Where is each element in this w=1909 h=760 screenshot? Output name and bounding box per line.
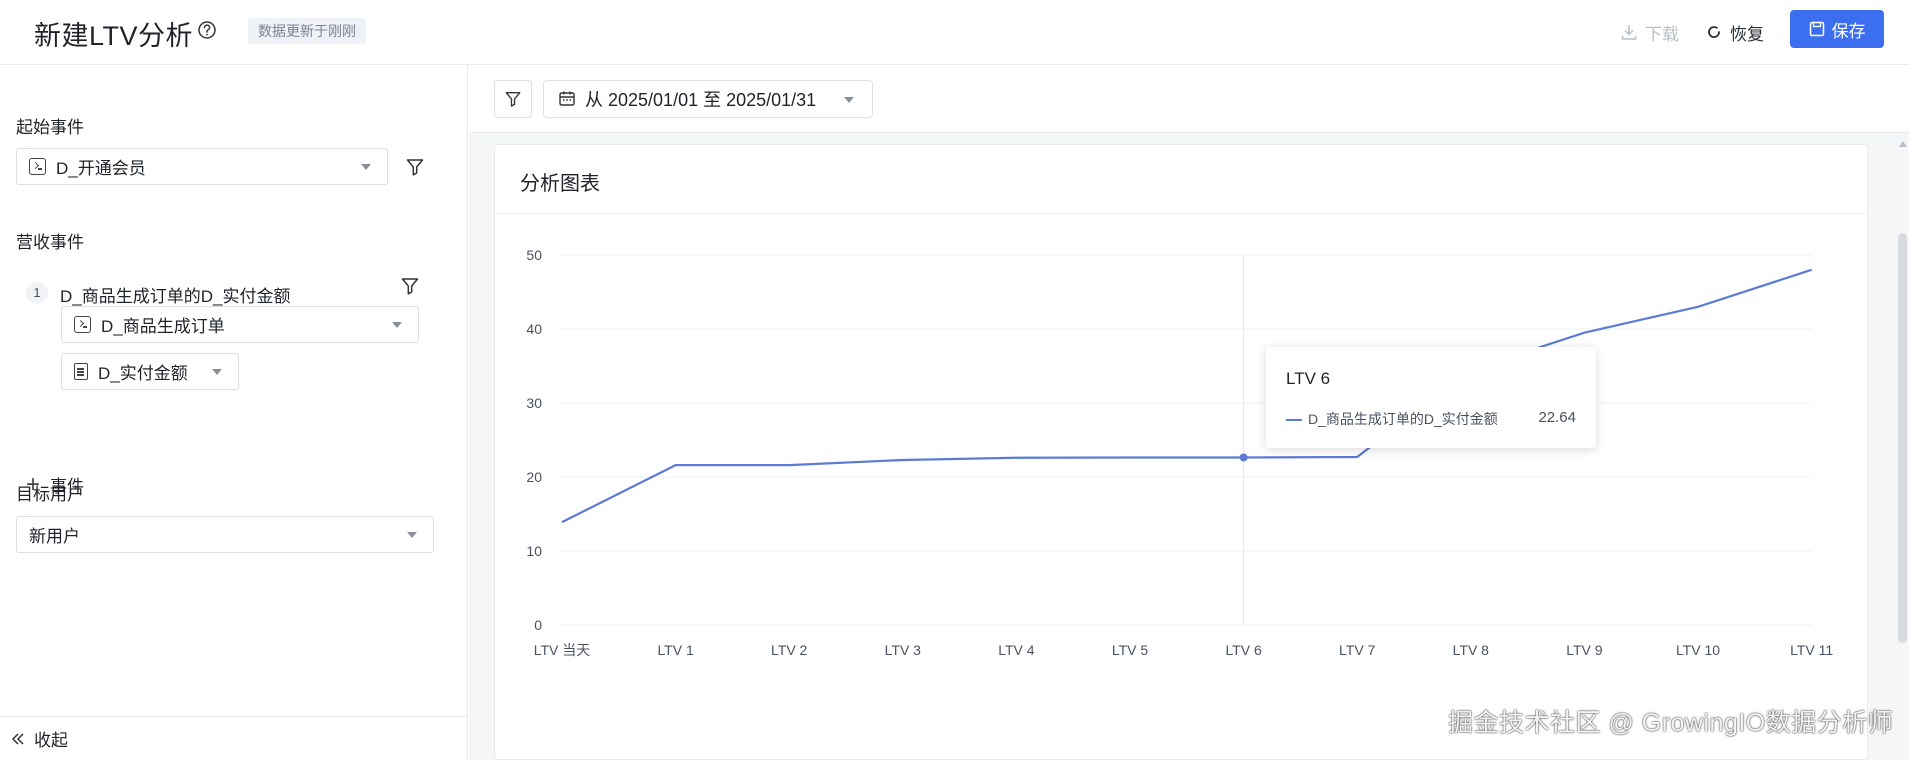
scroll-up-arrow[interactable]	[1899, 141, 1907, 147]
y-tick-label: 30	[526, 395, 542, 411]
revenue-metric-filter-icon[interactable]	[400, 276, 420, 296]
x-tick-label: LTV 1	[657, 642, 694, 658]
calendar-icon	[559, 91, 575, 106]
y-tick-label: 10	[526, 543, 542, 559]
x-tick-label: LTV 2	[771, 642, 808, 658]
help-icon[interactable]	[197, 20, 217, 40]
chart-tooltip: LTV 6 D_商品生成订单的D_实付金额 22.64	[1266, 347, 1596, 448]
save-icon	[1809, 21, 1824, 37]
metric-index-badge: 1	[26, 282, 48, 304]
chevron-down-icon	[844, 97, 854, 103]
data-point	[1239, 453, 1248, 462]
chevron-down-icon	[392, 322, 402, 328]
scroll-thumb[interactable]	[1898, 233, 1907, 643]
add-event-button[interactable]: + 事件	[26, 472, 84, 497]
revenue-event-label: 营收事件	[16, 233, 84, 252]
revenue-metric-name: D_商品生成订单的D_实付金额	[60, 287, 291, 306]
tooltip-title: LTV 6	[1286, 369, 1331, 388]
download-button[interactable]: 下载	[1620, 17, 1679, 47]
tooltip-value: 22.64	[1538, 409, 1576, 426]
x-tick-label: LTV 9	[1566, 642, 1603, 658]
restore-button[interactable]: 恢复	[1706, 17, 1764, 47]
chevron-down-icon	[212, 369, 222, 375]
global-filter-button[interactable]	[494, 80, 532, 118]
collapse-label: 收起	[34, 731, 68, 750]
revenue-property-select[interactable]: D_实付金额	[61, 353, 239, 390]
refresh-icon	[1708, 26, 1720, 38]
x-tick-label: LTV 当天	[534, 642, 591, 658]
download-label: 下载	[1645, 24, 1679, 44]
top-bar: 新建LTV分析 数据更新于刚刚 下载 恢复 保存	[0, 0, 1909, 65]
add-event-label: 事件	[50, 477, 85, 496]
x-tick-label: LTV 5	[1112, 642, 1149, 658]
target-user-label: 目标用户	[16, 485, 84, 504]
config-sidebar: 起始事件 D_开通会员 营收事件 1 D_商品生成订单的D_实付金额 D_商品生…	[0, 65, 468, 760]
target-user-select[interactable]: 新用户	[16, 516, 434, 553]
series-line	[561, 268, 1812, 524]
plus-icon: +	[26, 470, 41, 498]
update-status-badge: 数据更新于刚刚	[248, 18, 366, 44]
double-chevron-left-icon	[11, 732, 24, 745]
main-content: 从 2025/01/01 至 2025/01/31 分析图表 0 10 20 30 40…	[469, 65, 1909, 760]
start-event-value: D_开通会员	[56, 159, 146, 178]
event-icon	[29, 158, 46, 175]
analysis-chart-card: 分析图表 0 10 20 30 40 50 LTV 当天 LTV 1 LTV 2 LTV 3 LTV…	[494, 144, 1868, 760]
start-event-label: 起始事件	[16, 118, 84, 137]
x-tick-label: LTV 8	[1453, 642, 1490, 658]
restore-label: 恢复	[1730, 24, 1764, 44]
page-title: 新建LTV分析	[34, 21, 194, 51]
y-tick-label: 20	[526, 469, 542, 485]
card-title: 分析图表	[520, 173, 600, 195]
chevron-down-icon	[361, 164, 371, 170]
save-button[interactable]: 保存	[1790, 10, 1884, 48]
ltv-line-chart: 0 10 20 30 40 50 LTV 当天 LTV 1 LTV 2 LTV 3 LTV 4 LTV…	[526, 247, 1833, 658]
x-tick-label: LTV 6	[1225, 642, 1262, 658]
save-label: 保存	[1831, 21, 1866, 41]
chevron-down-icon	[407, 532, 417, 538]
event-icon	[74, 316, 91, 333]
x-tick-label: LTV 11	[1790, 642, 1833, 658]
collapse-sidebar-button[interactable]: 收起	[0, 716, 467, 760]
y-tick-label: 0	[534, 617, 542, 633]
date-range-text: 从 2025/01/01 至 2025/01/31	[585, 90, 817, 110]
property-icon	[74, 363, 88, 380]
x-tick-label: LTV 10	[1676, 642, 1720, 658]
x-tick-label: LTV 3	[885, 642, 922, 658]
x-tick-label: LTV 4	[998, 642, 1035, 658]
filter-icon	[505, 92, 521, 107]
toolbar: 从 2025/01/01 至 2025/01/31	[469, 65, 1909, 133]
start-event-select[interactable]: D_开通会员	[16, 148, 388, 185]
download-icon	[1621, 25, 1637, 40]
vertical-scrollbar[interactable]	[1896, 137, 1908, 760]
card-header: 分析图表	[495, 145, 1867, 214]
x-tick-label: LTV 7	[1339, 642, 1376, 658]
revenue-event-value: D_商品生成订单	[101, 317, 225, 336]
date-range-picker[interactable]: 从 2025/01/01 至 2025/01/31	[543, 80, 873, 118]
y-tick-label: 50	[526, 247, 542, 263]
watermark: 掘金技术社区 @ GrowingIO数据分析师	[1448, 709, 1894, 737]
start-event-filter-icon[interactable]	[405, 157, 425, 177]
series-swatch	[1286, 419, 1302, 421]
revenue-property-value: D_实付金额	[98, 364, 188, 383]
target-user-value: 新用户	[29, 527, 80, 546]
tooltip-series-name: D_商品生成订单的D_实付金额	[1308, 411, 1498, 427]
y-tick-label: 40	[526, 321, 542, 337]
revenue-event-select[interactable]: D_商品生成订单	[61, 306, 419, 343]
